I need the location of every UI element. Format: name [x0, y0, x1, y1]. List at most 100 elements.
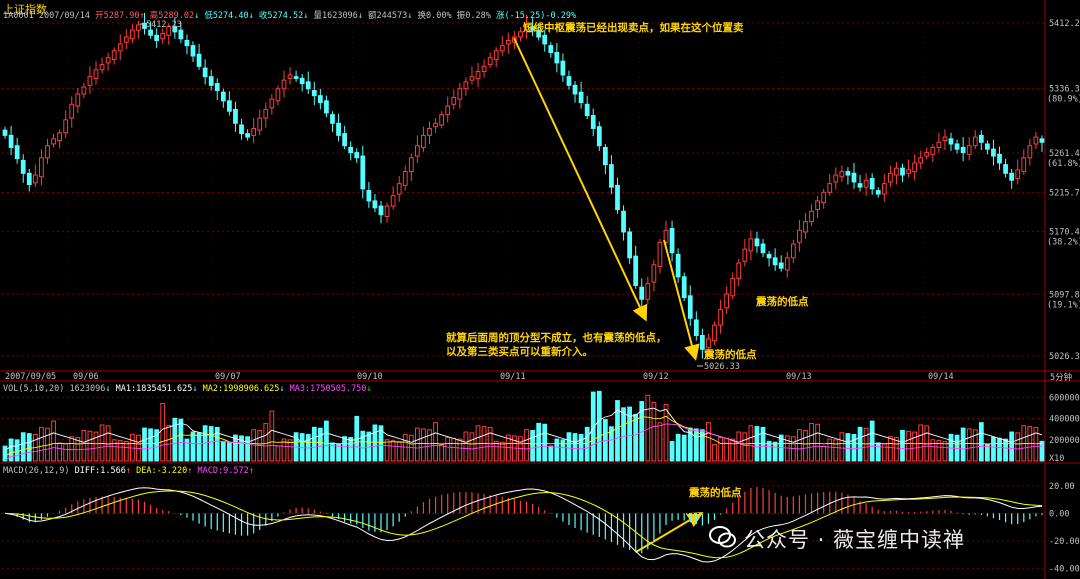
- candle-body: [281, 79, 287, 90]
- candle-body: [293, 76, 299, 79]
- sell-to-low-arrow: [513, 37, 648, 322]
- price-pct-label: (61.8%): [1047, 159, 1080, 169]
- volume-bar: [693, 428, 699, 462]
- period-label: 5分钟: [1050, 372, 1072, 383]
- candle-body: [760, 243, 766, 254]
- volume-bar: [839, 432, 845, 462]
- candle-body: [797, 229, 802, 243]
- candle-body: [912, 162, 918, 173]
- volume-bar: [833, 439, 839, 462]
- candle-body: [554, 52, 560, 64]
- volume-bar: [324, 420, 329, 462]
- volume-bar: [966, 428, 972, 462]
- candle-body: [584, 103, 590, 117]
- candle-body: [851, 172, 857, 183]
- volume-bar: [530, 430, 535, 462]
- annotation-sell-point: 短线中枢震荡已经出现卖点，如果在这个位置卖: [523, 22, 744, 34]
- candle-body: [881, 183, 887, 195]
- watermark-text: 公众号 · 薇宝缠中读禅: [744, 528, 966, 552]
- candle-body: [663, 229, 669, 243]
- volume-bar: [572, 433, 578, 462]
- candle-body: [408, 157, 414, 173]
- macd-tick-label: 20.00: [1049, 482, 1075, 492]
- date-label: 09/12: [643, 372, 669, 382]
- volume-bar: [317, 427, 323, 462]
- candle-body: [845, 171, 851, 176]
- candle-body: [263, 108, 269, 119]
- volume-bar: [881, 443, 887, 462]
- volume-bar: [463, 431, 469, 462]
- volume-ma-line: [4, 415, 1042, 457]
- candle-body: [578, 91, 584, 104]
- candle-body: [457, 88, 463, 100]
- candle-body: [936, 141, 942, 148]
- candle-body: [499, 45, 505, 52]
- candle-body: [1015, 169, 1021, 179]
- volume-bar: [978, 422, 984, 462]
- candle-body: [87, 76, 93, 86]
- change-value: 涨(-15.25)-0.29%: [495, 11, 577, 21]
- volume-bar: [669, 440, 675, 462]
- price-tick-label: 5026.3: [1049, 352, 1080, 362]
- candle-body: [63, 119, 69, 134]
- candle-body: [178, 29, 184, 40]
- candle-body: [627, 231, 632, 259]
- volume-bar: [584, 426, 590, 462]
- candle-body: [918, 157, 924, 164]
- volume-bar: [348, 437, 354, 462]
- candle-body: [14, 145, 20, 160]
- volume-bar: [81, 429, 87, 462]
- volume-bar: [930, 439, 936, 462]
- volume-bar: [245, 436, 250, 462]
- candle-body: [245, 133, 250, 138]
- candle-body: [518, 31, 523, 38]
- volume-bar: [220, 440, 226, 462]
- candle-body: [712, 324, 717, 342]
- volume-bar: [972, 429, 978, 462]
- amplitude-value: 振0.28%: [456, 11, 491, 21]
- volume-bar: [663, 404, 669, 462]
- annotation-low-1: 震荡的低点: [756, 296, 809, 308]
- candle-body: [402, 171, 408, 186]
- volume-bar: [857, 426, 863, 462]
- chart-title: 上证指数: [3, 3, 47, 16]
- candle-body: [645, 283, 651, 300]
- candle-body: [227, 100, 232, 112]
- candle-body: [900, 167, 905, 176]
- candle-body: [202, 67, 208, 78]
- volume-bar: [154, 429, 160, 462]
- volume-unit-label: X10: [1049, 454, 1064, 464]
- down-arrow-icon: ↓: [407, 11, 413, 21]
- volume-bar: [8, 438, 14, 462]
- candle-body: [148, 29, 153, 36]
- volume-current: 1623096: [69, 384, 106, 394]
- candle-body: [39, 157, 44, 178]
- volume-bar: [445, 436, 451, 462]
- volume-tick-label: 400000: [1049, 415, 1080, 425]
- macd-bars: [10, 487, 1043, 554]
- candle-body: [985, 143, 990, 150]
- macd-dea: DEA:-3.220: [136, 466, 188, 476]
- candle-body: [154, 34, 160, 41]
- volume-ma3: MA3:1750505.750: [289, 384, 367, 394]
- volume-bar: [821, 445, 827, 462]
- volume-bar: [87, 430, 93, 462]
- candle-body: [536, 29, 542, 38]
- candle-body: [960, 146, 966, 154]
- annotation-macd-low: 震荡的低点: [689, 487, 742, 499]
- volume-bar: [548, 445, 554, 462]
- volume-value: 量1623096: [313, 11, 358, 21]
- candle-body: [894, 167, 899, 176]
- volume-bar: [730, 438, 736, 462]
- price-pct-label: (38.2%): [1047, 238, 1080, 248]
- candle-body: [906, 169, 911, 174]
- volume-bar: [360, 430, 366, 462]
- candle-body: [815, 200, 820, 211]
- candle-body: [942, 136, 948, 142]
- volume-bar: [172, 417, 178, 462]
- volume-bar: [142, 427, 147, 462]
- candle-body: [81, 86, 87, 95]
- candle-body: [469, 76, 475, 81]
- volume-bar: [26, 433, 32, 462]
